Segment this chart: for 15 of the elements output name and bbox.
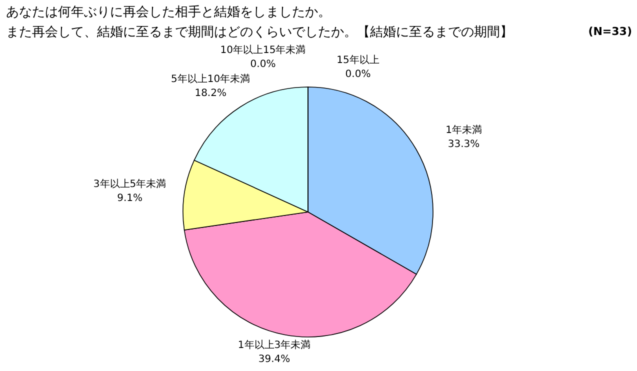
chart-title: あなたは何年ぶりに再会した相手と結婚をしましたか。 [6,5,331,20]
slice-label: 1年未満 [446,124,482,136]
text: 0.0% [345,69,371,80]
slice-label: 3年以上5年未満 [93,178,166,190]
category-label: 15年以上 [336,55,380,66]
data-label: 33.3% [448,138,480,150]
category-label: 10年以上15年未満 [220,45,306,56]
data-label: 18.2% [194,88,226,99]
slice-label: 1年以上3年未満 [238,339,311,351]
text: (N=33) [588,25,632,38]
data-label: 9.1% [117,192,142,204]
chart-subtitle: また再会して、結婚に至るまで期間はどのくらいでしたか。【結婚に至るまでの期間】 [6,25,513,40]
text: 0.0% [250,59,276,70]
data-label: 39.4% [258,354,290,365]
slice-label: 5年以上10年未満 [171,72,250,85]
